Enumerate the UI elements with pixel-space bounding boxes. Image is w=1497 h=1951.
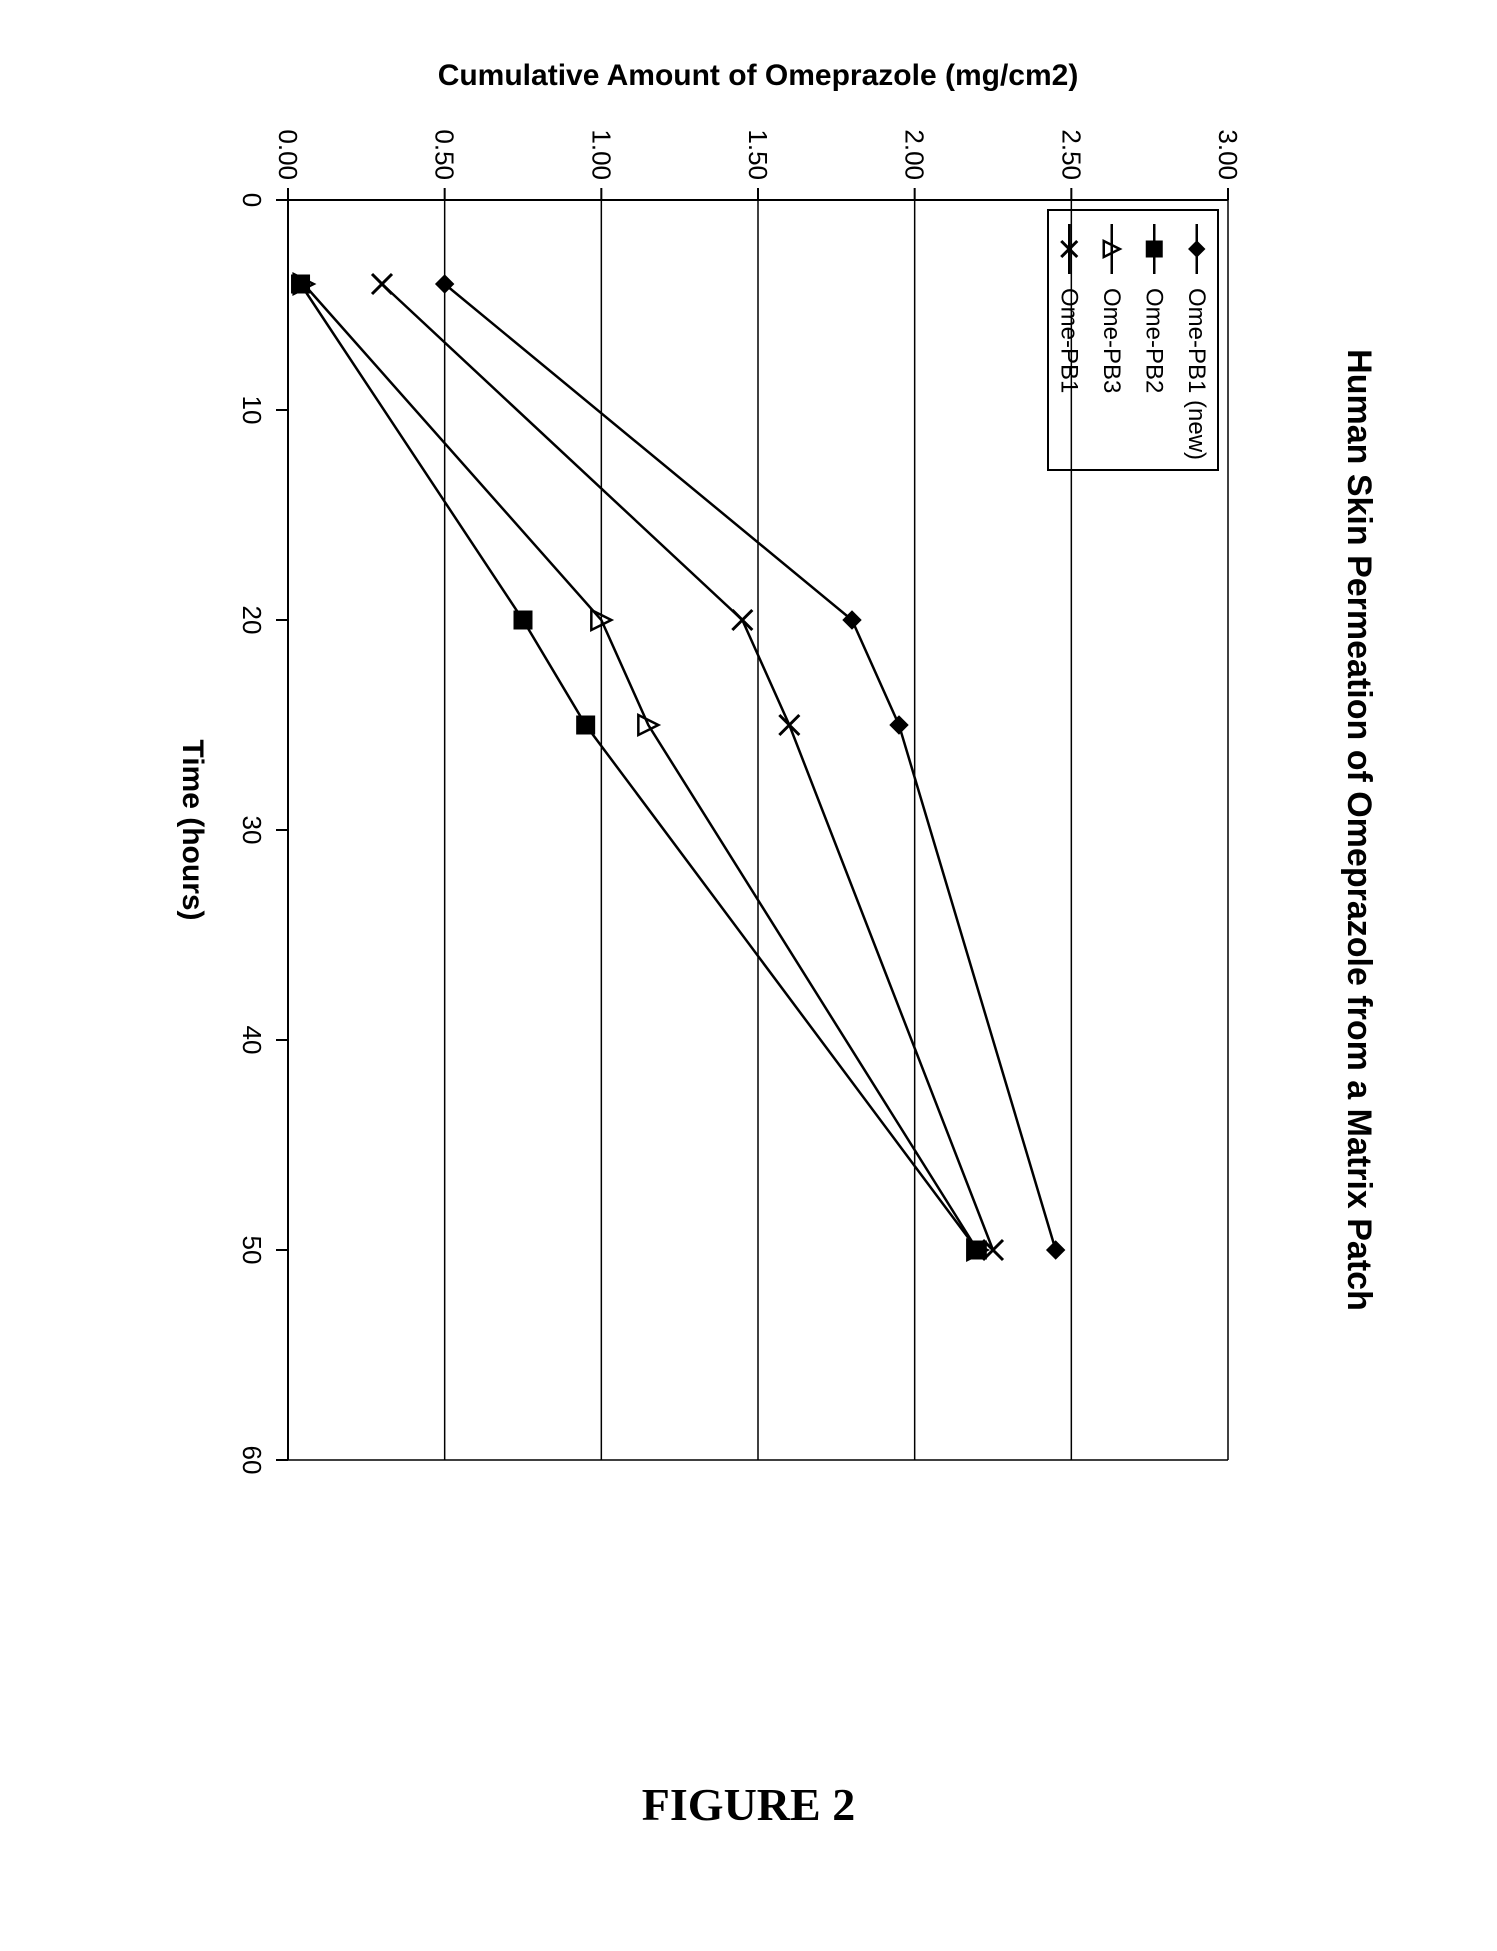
permeation-line-chart: Human Skin Permeation of Omeprazole from… xyxy=(48,0,1448,1660)
marker-square xyxy=(514,611,532,629)
y-tick-label: 1.00 xyxy=(586,129,616,180)
x-tick-label: 50 xyxy=(237,1236,267,1265)
chart-title: Human Skin Permeation of Omeprazole from… xyxy=(1340,349,1378,1311)
x-tick-label: 40 xyxy=(237,1026,267,1055)
x-tick-label: 0 xyxy=(237,193,267,207)
figure-caption: FIGURE 2 xyxy=(0,1778,1497,1831)
y-tick-label: 3.00 xyxy=(1213,129,1243,180)
x-tick-label: 10 xyxy=(237,396,267,425)
x-axis-label: Time (hours) xyxy=(176,739,209,920)
y-tick-label: 2.00 xyxy=(900,129,930,180)
y-tick-label: 0.50 xyxy=(430,129,460,180)
marker-square xyxy=(1146,241,1162,257)
legend-label: Ome-PB2 xyxy=(1140,288,1167,393)
y-axis-label: Cumulative Amount of Omeprazole (mg/cm2) xyxy=(438,59,1079,92)
page: Human Skin Permeation of Omeprazole from… xyxy=(0,0,1497,1951)
x-tick-label: 60 xyxy=(237,1446,267,1475)
legend-label: Ome-PB3 xyxy=(1098,288,1125,393)
y-tick-label: 1.50 xyxy=(743,129,773,180)
legend-label: Ome-PB1 (new) xyxy=(1183,288,1210,460)
rotated-chart-wrap: Human Skin Permeation of Omeprazole from… xyxy=(48,0,1448,1660)
y-tick-label: 0.00 xyxy=(273,129,303,180)
marker-square xyxy=(577,716,595,734)
legend-label: Ome-PB1 xyxy=(1055,288,1082,393)
y-tick-label: 2.50 xyxy=(1056,129,1086,180)
x-tick-label: 20 xyxy=(237,606,267,635)
x-tick-label: 30 xyxy=(237,816,267,845)
